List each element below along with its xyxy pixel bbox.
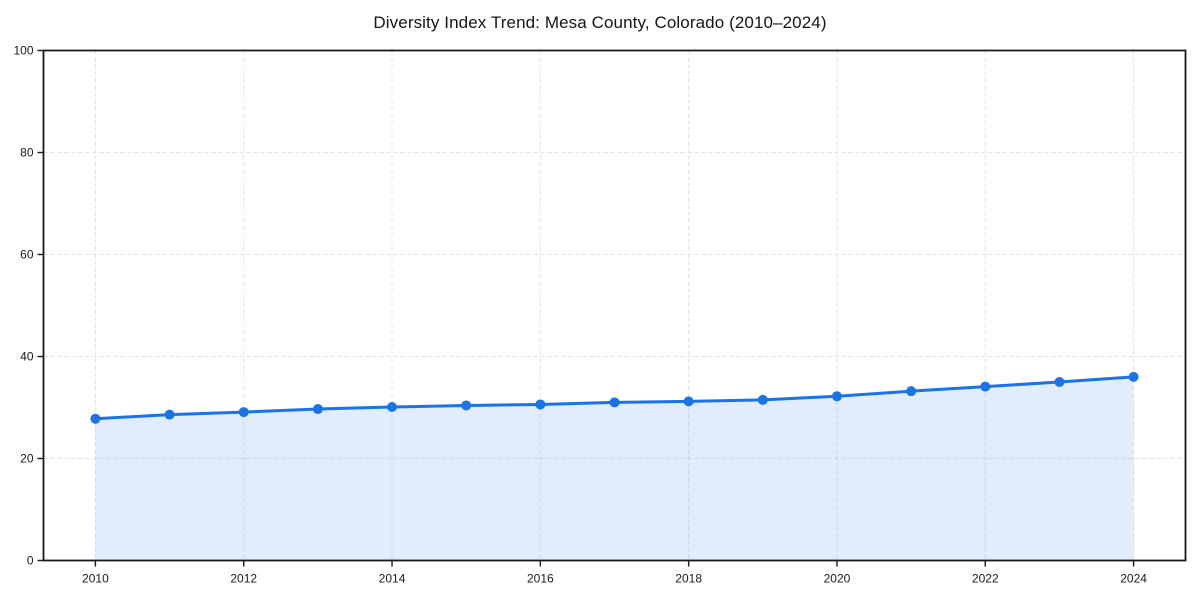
y-tick-label: 20 [20, 452, 34, 466]
data-point-2015 [461, 400, 472, 411]
data-point-2021 [906, 386, 917, 397]
y-tick-label: 0 [27, 554, 34, 568]
x-tick-label: 2020 [824, 572, 851, 586]
data-point-2017 [609, 397, 620, 408]
chart-title: Diversity Index Trend: Mesa County, Colo… [373, 13, 827, 32]
data-point-2019 [757, 394, 768, 405]
data-point-2011 [164, 409, 175, 420]
x-tick-label: 2012 [230, 572, 257, 586]
data-point-2023 [1054, 377, 1065, 387]
data-point-2022 [980, 381, 991, 392]
data-point-2012 [238, 407, 249, 418]
plot-border [42, 49, 1187, 562]
x-tick-label: 2016 [527, 572, 554, 586]
data-point-2020 [831, 391, 842, 402]
data-point-2014 [387, 401, 398, 412]
x-tick-label: 2024 [1120, 572, 1147, 586]
x-tick-label: 2014 [379, 572, 406, 586]
x-tick-label: 2010 [82, 572, 109, 586]
y-tick-label: 100 [13, 44, 33, 58]
data-point-2018 [683, 396, 694, 407]
data-point-2010 [90, 413, 101, 424]
data-point-2024 [1128, 371, 1139, 382]
data-point-2013 [312, 404, 323, 415]
area-fill [95, 376, 1134, 561]
y-tick-label: 60 [20, 248, 34, 262]
data-point-2016 [535, 399, 546, 410]
x-tick-label: 2022 [972, 572, 999, 586]
y-tick-label: 40 [20, 350, 34, 364]
y-tick-label: 80 [20, 146, 34, 160]
x-tick-label: 2018 [675, 572, 702, 586]
